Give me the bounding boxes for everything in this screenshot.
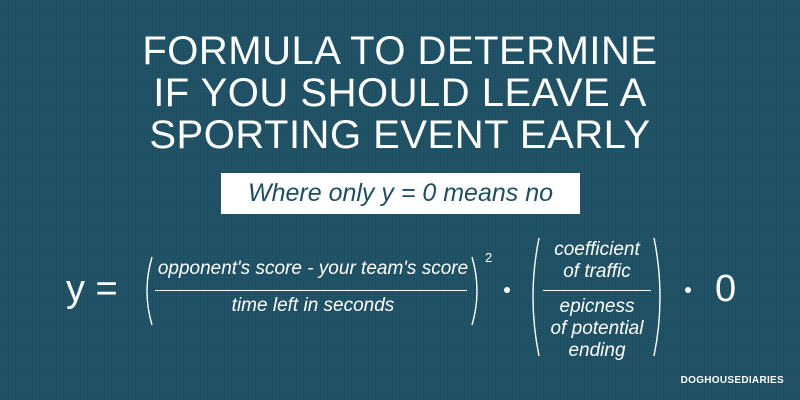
fraction2-numerator: coefficient of traffic <box>540 239 654 283</box>
multiply-dot-1 <box>504 287 510 293</box>
fraction2-bar <box>543 290 651 291</box>
title-line-1: FORMULA TO DETERMINE <box>142 29 658 73</box>
fraction2-numerator-line-1: coefficient <box>554 239 640 260</box>
fraction2-denominator-line-2: of potential <box>550 318 644 339</box>
fraction1-bar <box>155 290 467 291</box>
fraction2-denominator-line-3: ending <box>568 340 626 361</box>
fraction2-denominator: epicness of potential ending <box>540 296 654 362</box>
fraction2-denominator-line-1: epicness <box>559 296 635 317</box>
title-line-2: IF YOU SHOULD LEAVE A <box>153 71 647 115</box>
fraction1-denominator: time left in seconds <box>231 295 395 316</box>
final-factor: 0 <box>715 268 737 310</box>
formula-lhs: y = <box>66 268 118 310</box>
multiply-dot-2 <box>685 287 691 293</box>
right-parenthesis-2 <box>653 237 661 357</box>
right-parenthesis-1 <box>471 256 478 326</box>
left-parenthesis-2 <box>532 237 540 357</box>
subtitle-banner: Where only y = 0 means no <box>221 173 580 214</box>
credit-label: DOGHOUSEDIARIES <box>680 375 784 386</box>
fraction1-numerator: opponent's score - your team's score <box>157 258 469 279</box>
left-parenthesis-1 <box>146 256 153 326</box>
exponent: 2 <box>485 250 493 265</box>
title-line-3: SPORTING EVENT EARLY <box>149 113 651 157</box>
fraction2-numerator-line-2: of traffic <box>563 261 631 282</box>
poster-title: FORMULA TO DETERMINE IF YOU SHOULD LEAVE… <box>0 30 800 156</box>
